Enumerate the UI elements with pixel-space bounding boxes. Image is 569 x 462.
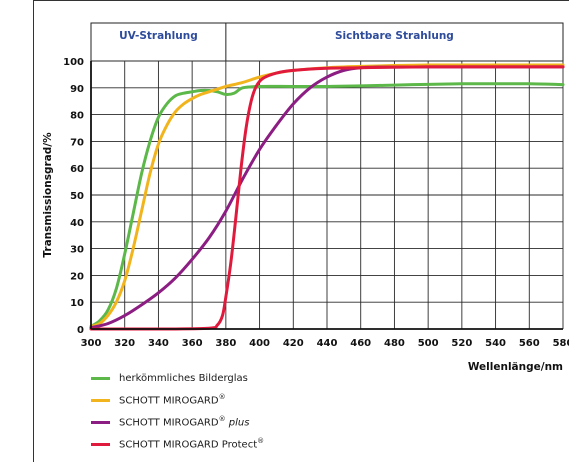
y-tick-label: 80 (70, 111, 84, 122)
y-tick-label: 20 (70, 271, 84, 282)
legend-item: SCHOTT MIROGARD® (91, 390, 226, 410)
x-axis-label: Wellenlänge/nm (468, 361, 563, 373)
legend-item: SCHOTT MIROGARD Protect® (91, 434, 264, 454)
x-tick-label: 460 (350, 338, 371, 349)
y-tick-label: 90 (70, 84, 84, 95)
x-tick-label: 580 (553, 338, 569, 349)
x-tick-label: 560 (519, 338, 540, 349)
series-line-4 (89, 65, 565, 331)
y-tick-label: 0 (77, 325, 84, 336)
region-header: UV-Strahlung Sichtbare Strahlung (90, 22, 564, 62)
legend-item: herkömmliches Bilderglas (91, 368, 248, 388)
legend-label: herkömmliches Bilderglas (119, 372, 248, 384)
y-axis-ticks: 0 10 20 30 40 50 60 70 80 90 100 (63, 57, 84, 336)
legend-swatch (91, 376, 110, 380)
y-tick-label: 60 (70, 164, 84, 175)
x-tick-label: 480 (384, 338, 405, 349)
x-tick-label: 500 (418, 338, 439, 349)
x-tick-label: 540 (485, 338, 506, 349)
y-tick-label: 100 (63, 57, 84, 68)
y-tick-label: 70 (70, 137, 84, 148)
y-axis-label: Transmissionsgrad/% (42, 132, 54, 258)
x-tick-label: 440 (317, 338, 338, 349)
x-tick-label: 520 (451, 338, 472, 349)
region-band-box (90, 22, 564, 62)
legend-swatch (91, 398, 110, 402)
legend-label: SCHOTT MIROGARD® (119, 393, 226, 407)
legend-item: SCHOTT MIROGARD® plus (91, 412, 249, 432)
region-label: Sichtbare Strahlung (335, 30, 454, 42)
x-tick-label: 380 (215, 338, 236, 349)
x-tick-label: 300 (81, 338, 102, 349)
legend-swatch (91, 442, 110, 446)
x-tick-label: 420 (283, 338, 304, 349)
chart-grid (90, 60, 564, 330)
y-tick-label: 50 (70, 191, 84, 202)
series-line-2 (89, 63, 565, 328)
region-label: UV-Strahlung (119, 30, 198, 42)
legend-label: SCHOTT MIROGARD Protect® (119, 437, 265, 451)
chart-series (89, 63, 565, 331)
x-tick-label: 360 (182, 338, 203, 349)
y-tick-label: 40 (70, 218, 84, 229)
y-tick-label: 10 (70, 298, 84, 309)
x-axis-ticks: 300 320 340 360 380 400 420 440 460 480 500 520 540 5… (81, 338, 569, 349)
legend-swatch (91, 420, 110, 424)
x-tick-label: 400 (249, 338, 270, 349)
chart-axes (90, 61, 563, 330)
legend-label: SCHOTT MIROGARD® plus (119, 415, 250, 429)
x-tick-label: 340 (148, 338, 169, 349)
x-tick-label: 320 (114, 338, 135, 349)
y-tick-label: 30 (70, 245, 84, 256)
